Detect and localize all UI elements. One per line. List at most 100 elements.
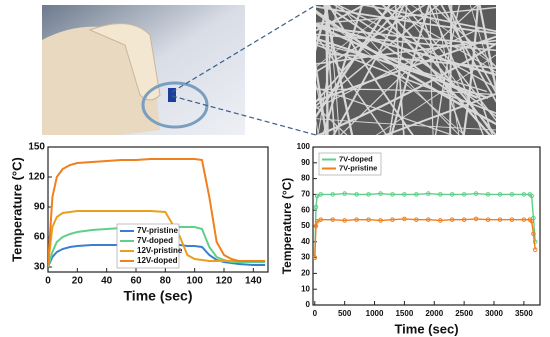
x-tick-label: 80 — [160, 276, 172, 287]
fiber — [432, 5, 496, 68]
fiber — [375, 54, 496, 135]
point — [378, 191, 383, 196]
fiber — [316, 5, 330, 52]
series-line — [48, 158, 266, 266]
point — [521, 192, 527, 197]
fiber — [333, 5, 496, 118]
fiber — [316, 5, 426, 73]
point — [313, 223, 319, 229]
x-tick-label: 0 — [313, 309, 318, 318]
fiber — [316, 87, 454, 135]
fiber — [381, 5, 496, 135]
point — [497, 192, 503, 197]
point — [314, 193, 320, 199]
legend-label: 7V-pristine — [137, 226, 178, 235]
fiber — [316, 105, 348, 135]
fiber — [322, 5, 364, 135]
x-tick-label: 0 — [45, 276, 51, 287]
point — [497, 217, 503, 222]
y-tick-label: 30 — [301, 253, 310, 262]
point — [509, 192, 515, 197]
fiber — [325, 5, 329, 135]
point — [390, 217, 395, 222]
point — [437, 218, 443, 223]
point — [485, 217, 491, 222]
plot-frame — [47, 146, 269, 273]
series-group — [313, 191, 538, 260]
y-tick-label: 100 — [297, 142, 311, 151]
point — [461, 192, 467, 197]
point — [378, 218, 383, 223]
x-tick-label: 60 — [130, 276, 142, 287]
point — [318, 217, 324, 222]
fiber — [316, 5, 366, 32]
fiber — [338, 5, 460, 135]
fiber — [359, 5, 496, 33]
x-tick-label: 140 — [245, 276, 262, 287]
point — [402, 192, 407, 197]
x-tick-label: 3500 — [515, 309, 533, 318]
fiber — [434, 5, 461, 135]
series-line — [48, 210, 266, 266]
fiber — [316, 35, 496, 102]
sem-image — [316, 5, 496, 135]
x-axis-label: Time (sec) — [124, 288, 193, 304]
series-line — [314, 218, 536, 258]
fiber — [316, 33, 496, 52]
fiber — [316, 5, 440, 107]
x-tick-label: 100 — [186, 276, 203, 287]
y-tick-label: 20 — [301, 269, 310, 278]
point — [342, 218, 347, 223]
legend-label: 7V-doped — [137, 236, 173, 245]
fiber — [316, 118, 496, 131]
point — [509, 217, 515, 222]
point — [414, 192, 419, 197]
y-tick-label: 150 — [28, 142, 45, 153]
y-axis-label: Temperature (°C) — [9, 157, 24, 262]
point — [354, 192, 359, 197]
y-axis-label: Temperature (°C) — [280, 178, 294, 275]
y-tick-label: 60 — [301, 205, 310, 214]
fiber — [447, 5, 496, 95]
fiber — [469, 5, 496, 88]
legend-label: 7V-doped — [339, 154, 373, 163]
point — [330, 217, 336, 222]
point — [532, 247, 538, 252]
point — [414, 217, 419, 222]
fiber — [462, 5, 479, 135]
zoom-line — [171, 4, 317, 93]
point — [402, 216, 407, 222]
point — [330, 192, 336, 197]
fiber — [478, 5, 496, 94]
y-tick-label: 60 — [34, 232, 46, 243]
x-tick-label: 2000 — [425, 309, 443, 318]
photo — [42, 5, 245, 136]
fiber — [316, 42, 496, 135]
fiber — [323, 5, 354, 135]
point — [366, 217, 371, 222]
x-axis-label: Time (sec) — [394, 321, 458, 336]
y-tick-label: 0 — [306, 300, 311, 309]
y-tick-label: 30 — [34, 262, 46, 273]
x-tick-label: 1000 — [366, 309, 384, 318]
y-tick-label: 80 — [301, 174, 310, 183]
point — [354, 217, 359, 222]
y-tick-label: 90 — [34, 202, 46, 213]
fiber — [316, 5, 398, 68]
point — [437, 192, 443, 197]
point — [425, 217, 431, 222]
x-tick-label: 40 — [101, 276, 113, 287]
x-tick-label: 2500 — [455, 309, 473, 318]
fiber — [336, 5, 496, 89]
y-tick-label: 90 — [301, 158, 310, 167]
fiber — [382, 92, 496, 135]
point — [425, 191, 431, 196]
y-tick-label: 10 — [301, 284, 310, 293]
fiber — [316, 5, 403, 104]
y-tick-label: 70 — [301, 190, 310, 199]
point — [342, 191, 347, 196]
x-tick-label: 500 — [338, 309, 352, 318]
y-tick-label: 50 — [301, 221, 310, 230]
fiber — [398, 5, 494, 135]
